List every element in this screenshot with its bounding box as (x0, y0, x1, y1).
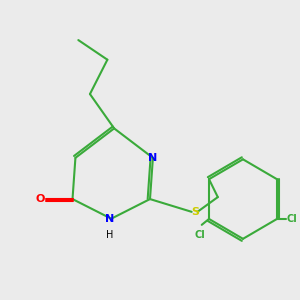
Text: Cl: Cl (286, 214, 297, 224)
Text: Cl: Cl (195, 230, 206, 240)
Text: O: O (35, 194, 45, 204)
Text: N: N (105, 214, 114, 224)
Text: S: S (191, 207, 199, 217)
Text: N: N (148, 153, 158, 163)
Text: H: H (106, 230, 113, 240)
